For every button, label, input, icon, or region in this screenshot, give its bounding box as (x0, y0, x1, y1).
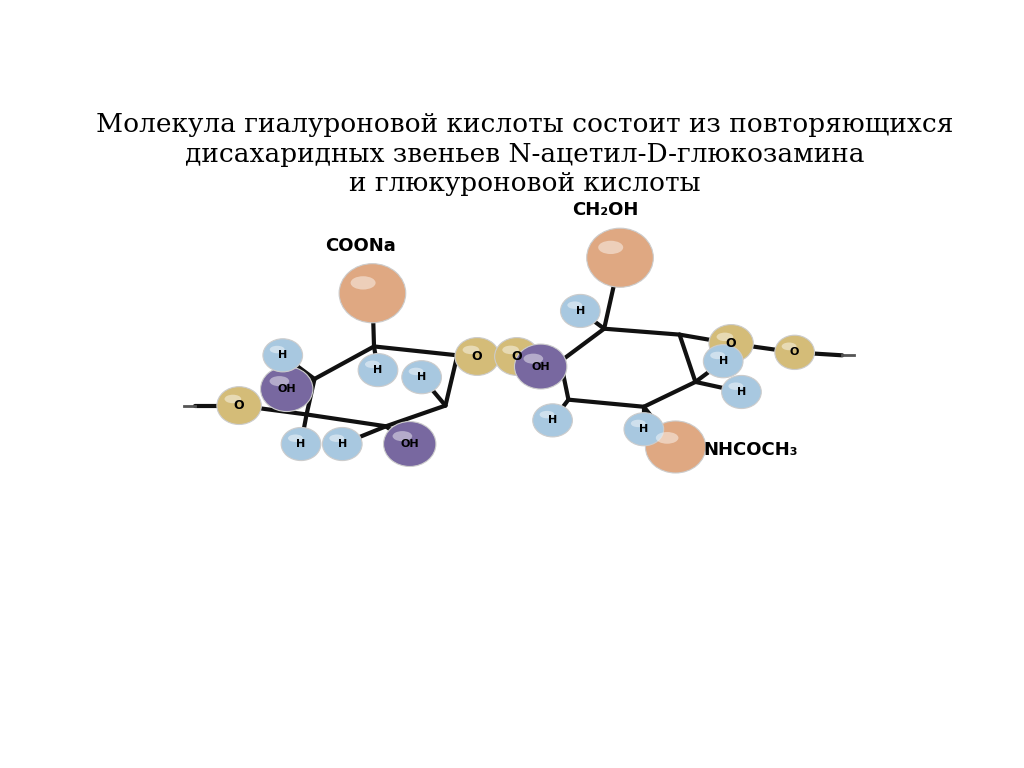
Text: O: O (472, 350, 482, 363)
Ellipse shape (269, 346, 285, 353)
Ellipse shape (709, 325, 754, 362)
Text: O: O (726, 337, 736, 350)
Text: COONa: COONa (326, 237, 396, 255)
Ellipse shape (781, 343, 797, 350)
Text: H: H (548, 415, 557, 425)
Ellipse shape (711, 352, 725, 359)
Ellipse shape (523, 353, 543, 364)
Text: O: O (512, 350, 522, 363)
Ellipse shape (655, 432, 679, 444)
Ellipse shape (358, 353, 398, 386)
Ellipse shape (365, 361, 380, 368)
Ellipse shape (263, 339, 303, 372)
Ellipse shape (567, 302, 583, 309)
Text: H: H (737, 387, 746, 397)
Ellipse shape (330, 435, 344, 442)
Text: дисахаридных звеньев N-ацетил-D-глюкозамина: дисахаридных звеньев N-ацетил-D-глюкозам… (185, 142, 864, 167)
Text: H: H (575, 306, 585, 316)
Text: H: H (338, 439, 347, 449)
Ellipse shape (269, 376, 289, 386)
Ellipse shape (722, 376, 761, 409)
Ellipse shape (560, 294, 600, 327)
Text: H: H (374, 365, 383, 375)
Ellipse shape (339, 263, 406, 323)
Ellipse shape (717, 333, 733, 341)
Text: OH: OH (531, 362, 550, 372)
Text: OH: OH (400, 439, 419, 449)
Ellipse shape (455, 338, 500, 376)
Ellipse shape (282, 428, 321, 461)
Ellipse shape (401, 361, 441, 394)
Ellipse shape (384, 422, 436, 466)
Ellipse shape (624, 412, 664, 445)
Text: OH: OH (278, 384, 296, 394)
Text: O: O (790, 347, 800, 357)
Ellipse shape (323, 428, 362, 461)
Ellipse shape (532, 404, 572, 437)
Ellipse shape (217, 386, 261, 425)
Text: и глюкуроновой кислоты: и глюкуроновой кислоты (349, 171, 700, 197)
Ellipse shape (495, 338, 539, 376)
Ellipse shape (409, 368, 424, 375)
Ellipse shape (598, 240, 624, 254)
Text: H: H (296, 439, 305, 449)
Ellipse shape (288, 435, 303, 442)
Text: O: O (233, 399, 245, 412)
Text: H: H (719, 356, 728, 366)
Ellipse shape (587, 228, 653, 287)
Ellipse shape (350, 276, 376, 290)
Ellipse shape (514, 344, 567, 389)
Text: H: H (639, 424, 648, 434)
Ellipse shape (703, 345, 743, 378)
Ellipse shape (392, 431, 413, 441)
Text: NHCOCH₃: NHCOCH₃ (703, 441, 799, 459)
Ellipse shape (540, 411, 554, 419)
Text: CH₂OH: CH₂OH (572, 201, 639, 220)
Ellipse shape (728, 382, 743, 390)
Text: H: H (279, 350, 288, 360)
Ellipse shape (775, 335, 814, 369)
Ellipse shape (631, 420, 646, 427)
Ellipse shape (503, 346, 519, 354)
Ellipse shape (224, 395, 242, 403)
Text: Молекула гиалуроновой кислоты состоит из повторяющихся: Молекула гиалуроновой кислоты состоит из… (96, 112, 953, 137)
Ellipse shape (260, 366, 313, 412)
Ellipse shape (645, 421, 706, 473)
Text: H: H (417, 372, 426, 382)
Ellipse shape (463, 346, 479, 354)
